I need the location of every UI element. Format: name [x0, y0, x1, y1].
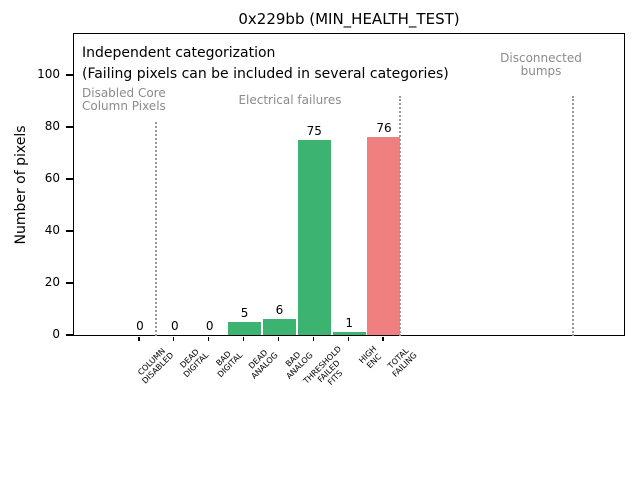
y-tick-label: 60	[44, 171, 60, 185]
x-tick	[242, 337, 245, 341]
bar-value-label: 0	[136, 319, 144, 333]
bar-value-label: 0	[171, 319, 179, 333]
y-tick	[66, 126, 73, 128]
bar	[262, 319, 296, 335]
x-tick	[382, 337, 384, 341]
x-tick-label: TOTAL FAILING	[187, 345, 419, 379]
y-tick-label: 80	[44, 119, 60, 133]
separator-line	[571, 95, 574, 336]
x-tick	[173, 337, 175, 341]
chart-title: 0x229bb (MIN_HEALTH_TEST)	[238, 10, 460, 28]
separator-line	[155, 121, 158, 336]
bar-value-label: 75	[306, 124, 322, 138]
y-tick	[66, 230, 73, 232]
y-tick	[66, 178, 73, 180]
x-tick	[138, 337, 140, 341]
y-tick-label: 0	[52, 327, 60, 341]
x-tick	[312, 337, 314, 341]
bar-value-label: 76	[376, 121, 392, 135]
x-tick	[347, 337, 349, 341]
bar	[297, 140, 331, 335]
separator-line	[399, 95, 402, 336]
y-tick	[66, 282, 73, 284]
bar-value-label: 1	[345, 316, 353, 330]
bar-value-label: 6	[275, 303, 284, 317]
section-label-electrical-failures: Electrical failures	[238, 93, 342, 107]
section-label-disabled-core-column-pixels: Disabled Core Column Pixels	[82, 86, 166, 114]
y-tick-label: 100	[37, 67, 60, 81]
x-tick-label-text: TOTAL FAILING	[386, 346, 419, 379]
annotation-failing-pixels-note: (Failing pixels can be included in sever…	[82, 66, 449, 82]
y-tick-label: 40	[44, 223, 60, 237]
x-tick	[277, 337, 279, 341]
bar	[228, 322, 262, 335]
x-tick	[208, 337, 210, 341]
y-tick	[66, 74, 73, 76]
bar	[367, 137, 401, 335]
bar-value-label: 5	[240, 306, 249, 320]
bar-value-label: 0	[205, 319, 214, 333]
plot-area: 0 0 0 5 6 75 1 76	[73, 33, 625, 336]
y-tick	[66, 334, 73, 336]
bar	[332, 332, 366, 335]
annotation-independent-categorization: Independent categorization	[82, 45, 276, 61]
section-label-disconnected-bumps: Disconnected bumps	[500, 51, 582, 79]
y-tick-label: 20	[44, 275, 60, 289]
